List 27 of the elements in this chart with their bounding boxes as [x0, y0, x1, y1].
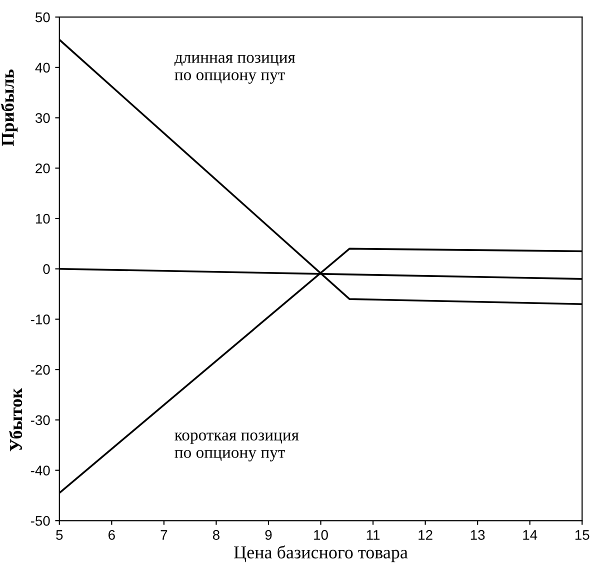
x-tick-label: 13: [470, 530, 485, 540]
x-tick-label: 15: [575, 530, 590, 540]
y-tick-label: 40: [35, 62, 50, 73]
x-tick-label: 7: [160, 530, 168, 540]
y-tick-label: 30: [35, 113, 50, 123]
y-tick-label: 20: [36, 163, 50, 174]
x-axis-title: Цена базисного товара: [234, 545, 408, 562]
y-tick-label: -10: [30, 314, 50, 324]
annotation: короткая позиция по опциону пут: [174, 432, 299, 462]
text: Убыток: [9, 388, 22, 452]
x-tick-label: 12: [418, 530, 432, 540]
y-axis-title: Прибыль: [0, 70, 18, 146]
y-tick-label: 50: [35, 12, 50, 22]
x-tick-label: 5: [56, 530, 63, 540]
x-tick-label: 6: [108, 530, 115, 540]
y-tick-label: 10: [36, 214, 50, 224]
x-tick-label: 10: [314, 530, 328, 540]
annotation: длинная позиция по опциону пут: [174, 54, 296, 84]
x-tick-label: 8: [212, 530, 220, 540]
x-tick-label: 9: [265, 530, 272, 540]
y-tick-label: -50: [30, 516, 50, 526]
x-tick-label: 14: [523, 530, 538, 540]
x-tick-label: 11: [366, 530, 380, 540]
y-tick-label: -20: [30, 364, 50, 375]
y-tick-label: 0: [43, 264, 50, 274]
y-tick-label: -30: [30, 415, 50, 426]
y-tick-label: -40: [30, 466, 50, 476]
